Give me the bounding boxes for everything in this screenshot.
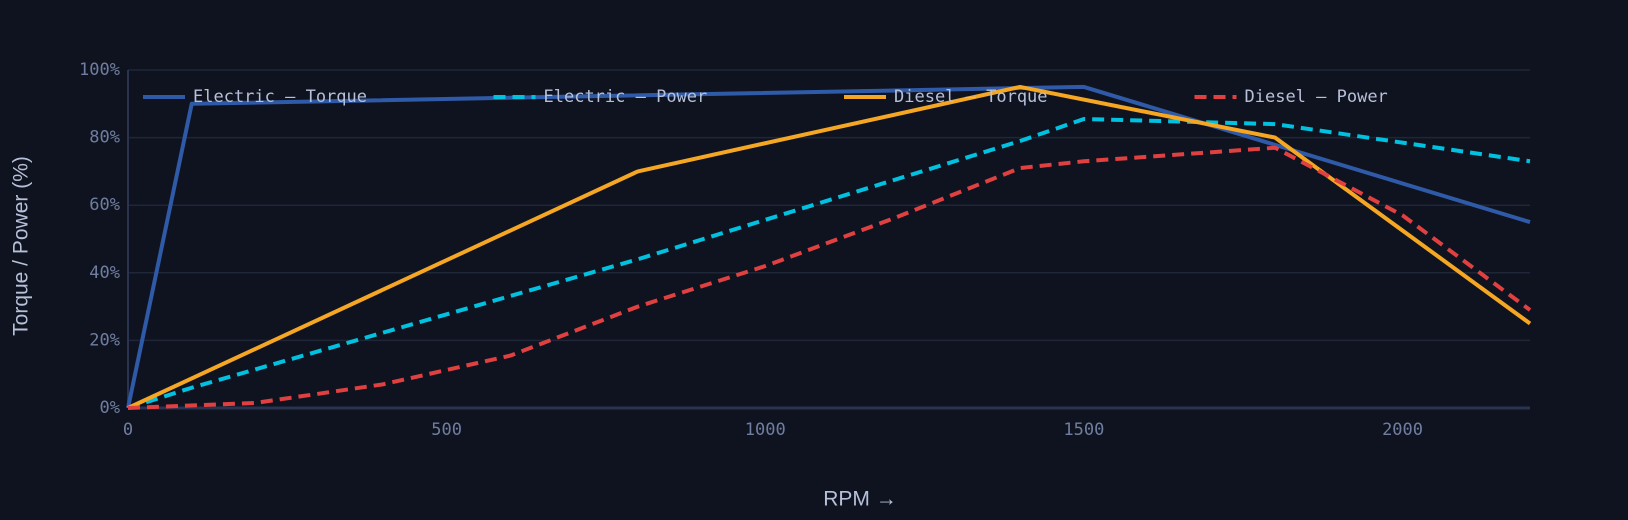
y-tick-label: 0% bbox=[100, 398, 120, 418]
series-line bbox=[127, 117, 1531, 410]
legend-label: Diesel — Torque bbox=[894, 87, 1048, 107]
series-line bbox=[126, 84, 1531, 409]
y-axis-title: Torque / Power (%) bbox=[10, 156, 33, 336]
series-line bbox=[127, 145, 1532, 410]
x-tick-label: 0 bbox=[123, 420, 133, 440]
x-tick-label: 1000 bbox=[745, 420, 786, 440]
x-tick-label: 500 bbox=[431, 420, 462, 440]
x-tick-label: 1500 bbox=[1063, 420, 1104, 440]
legend-label: Electric — Torque bbox=[193, 87, 367, 107]
x-tick-label: 2000 bbox=[1382, 420, 1423, 440]
y-tick-label: 20% bbox=[89, 330, 120, 350]
x-axis-title: RPM → bbox=[823, 488, 897, 511]
y-tick-label: 40% bbox=[89, 263, 120, 283]
legend-label: Diesel — Power bbox=[1245, 87, 1388, 107]
y-tick-label: 100% bbox=[79, 60, 120, 80]
series-line bbox=[127, 84, 1532, 410]
y-tick-label: 60% bbox=[89, 195, 120, 215]
legend-label: Electric — Power bbox=[544, 87, 708, 107]
y-tick-label: 80% bbox=[89, 128, 120, 148]
